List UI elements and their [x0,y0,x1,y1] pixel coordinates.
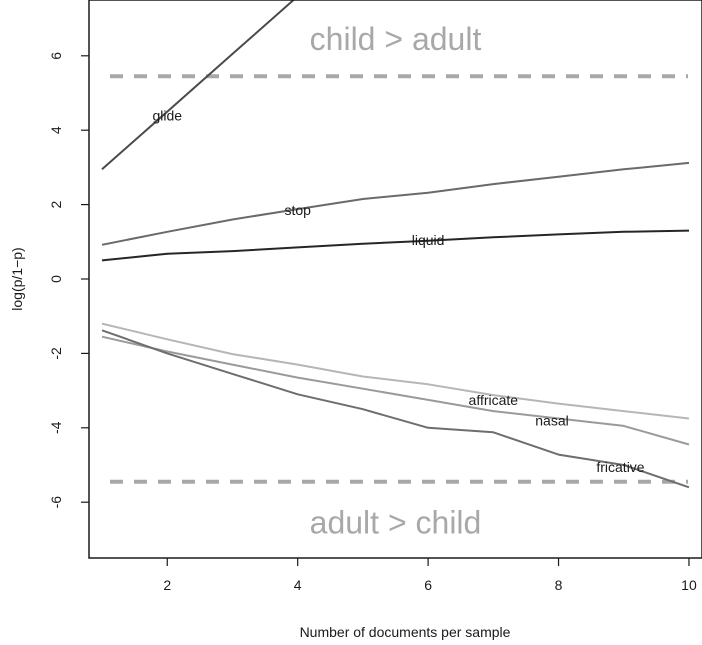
series-label-stop: stop [284,202,311,218]
series-labels: glide stop liquid affricate nasal fricative [152,107,644,475]
x-tick-label: 6 [424,577,432,593]
series-line-liquid [101,229,690,262]
region-annotation-1: adult > child [310,505,482,541]
x-tick-label: 4 [294,577,302,593]
series-line-fricative [101,329,690,489]
series-lines [101,0,690,489]
series-label-fricative: fricative [596,459,644,475]
y-tick-label: 2 [48,200,64,208]
series-label-nasal: nasal [535,412,568,428]
series-label-affricate: affricate [469,392,519,408]
reference-lines [110,74,688,484]
y-tick-label: -6 [48,496,64,509]
series-line-nasal [101,335,690,446]
y-tick-label: 0 [48,275,64,283]
x-axis-label: Number of documents per sample [300,624,511,640]
region-annotations: child > adult adult > child [310,21,482,541]
series-line-glide [101,0,296,171]
y-tick-label: 6 [48,52,64,60]
series-line-affricate [101,322,690,420]
y-tick-label: -4 [48,421,64,434]
series-label-glide: glide [152,107,182,123]
region-annotation-0: child > adult [310,21,482,57]
series-label-liquid: liquid [412,232,445,248]
x-axis: 2 4 6 8 10 [163,558,697,593]
y-axis-label: log(p/1−p) [9,247,25,310]
x-tick-label: 10 [681,577,697,593]
series-line-stop [101,161,690,246]
y-tick-label: -2 [48,347,64,360]
x-tick-label: 8 [555,577,563,593]
y-tick-label: 4 [48,126,64,134]
y-axis: -6 -4 -2 0 2 4 6 [48,52,89,509]
x-tick-label: 2 [163,577,171,593]
